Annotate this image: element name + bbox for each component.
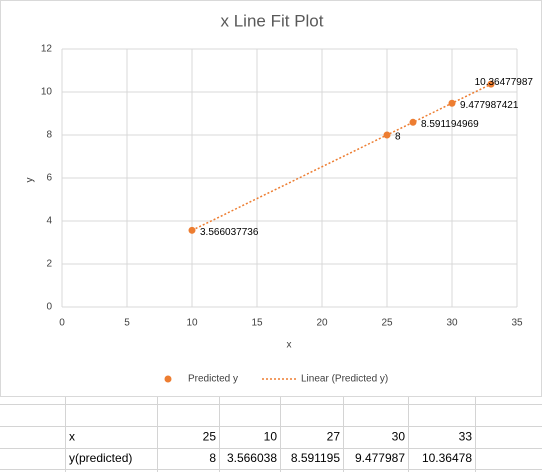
x-tick-label: 35 [511,318,523,329]
cell: 25 [203,430,217,444]
sheet-grid [0,397,542,472]
chart-title: x Line Fit Plot [221,11,324,30]
x-tick-label: 15 [251,318,263,329]
y-axis-label: y [25,178,36,183]
legend-marker [164,375,172,383]
x-tick-label: 10 [186,318,198,329]
cell: 8 [209,451,216,465]
cell: 33 [459,430,473,444]
y-tick-label: 12 [41,44,53,55]
data-label: 9.477987421 [460,100,519,111]
cell: y(predicted) [69,451,132,465]
x-tick-label: 25 [381,318,393,329]
x-tick-label: 0 [59,318,65,329]
cell: 8.591195 [291,451,340,465]
point [448,99,456,107]
cell: 27 [327,430,341,444]
point [409,118,417,126]
x-tick-label: 20 [316,318,328,329]
y-tick-label: 4 [46,216,52,227]
y-tick-label: 2 [46,259,52,270]
y-tick-label: 10 [41,87,53,98]
data-label: 10.36477987 [475,77,534,88]
chart-frame[interactable] [0,0,542,397]
y-tick-label: 6 [46,173,52,184]
legend-label: Linear (Predicted y) [301,374,388,385]
x-tick-label: 5 [124,318,130,329]
cell: x [69,430,75,444]
cell: 30 [392,430,406,444]
y-tick-label: 8 [46,130,52,141]
point [188,226,196,234]
y-tick-label: 0 [46,302,52,313]
point [487,80,495,88]
cell: 10.36478 [422,451,472,465]
data-label: 3.566037736 [200,227,259,238]
data-label: 8.591194969 [421,119,479,130]
trendline [191,83,492,232]
cell: 3.566038 [227,451,277,465]
data-label: 8 [395,132,401,143]
point [383,131,391,139]
x-axis-label: x [287,340,292,351]
legend-label: Predicted y [188,374,238,385]
cell: 9.477987 [355,451,405,465]
cell: 10 [264,430,278,444]
x-tick-label: 30 [446,318,458,329]
